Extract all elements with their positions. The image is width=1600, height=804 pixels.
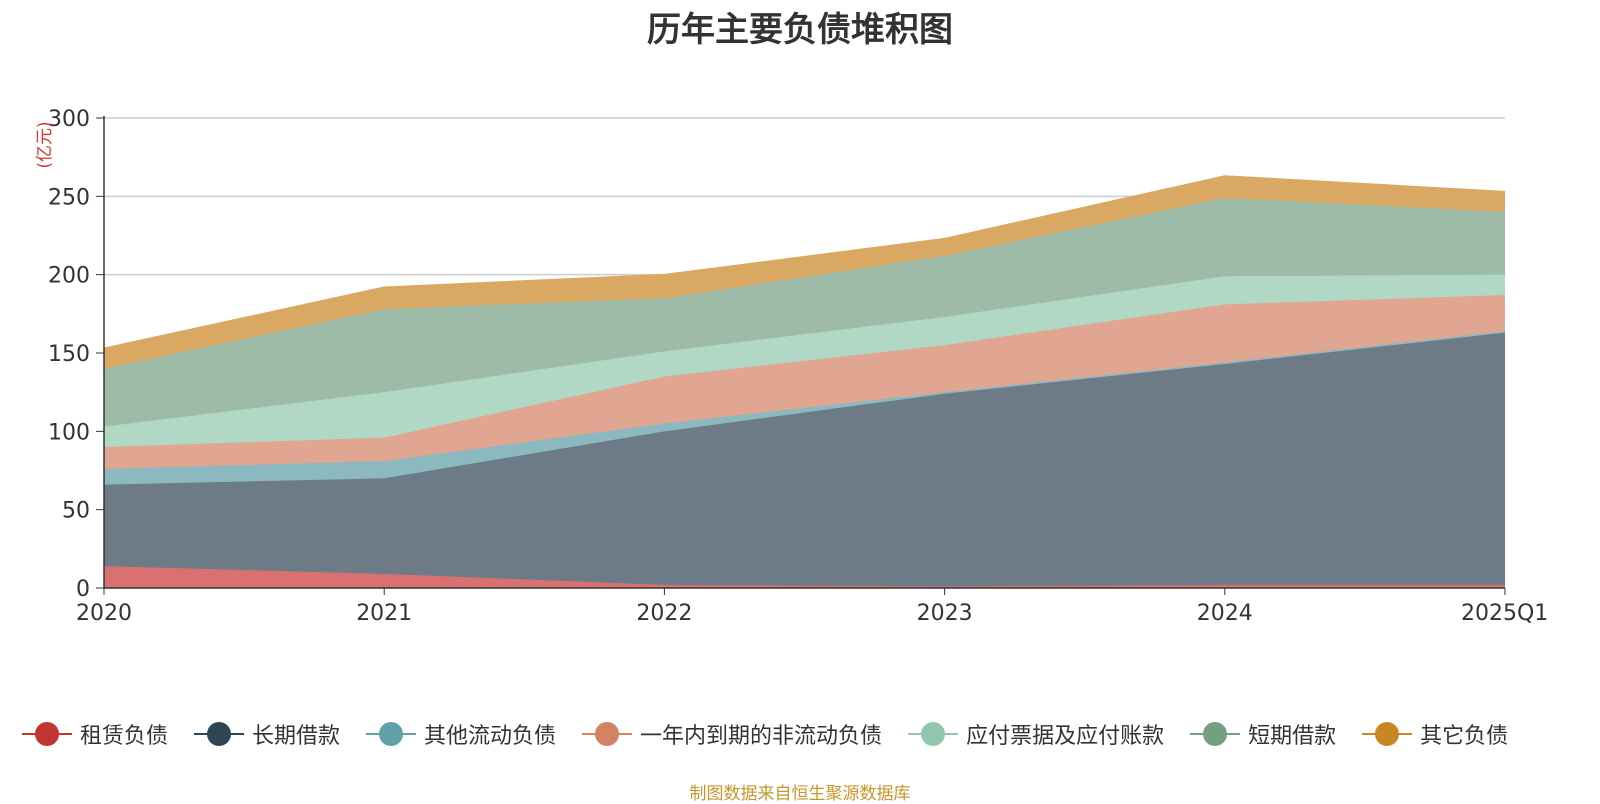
chart-title: 历年主要负债堆积图 <box>647 10 953 50</box>
y-tick-label: 300 <box>48 107 90 132</box>
area-series-6 <box>104 175 1505 369</box>
legend-item[interactable]: 其他流动负债 <box>366 718 556 750</box>
area-series-3 <box>104 295 1505 469</box>
legend-marker <box>908 721 959 747</box>
x-tick-label: 2022 <box>636 601 692 626</box>
legend-item[interactable]: 租赁负债 <box>22 718 168 750</box>
legend-marker <box>366 721 417 747</box>
x-tick-label: 2025Q1 <box>1461 601 1548 626</box>
legend-label: 一年内到期的非流动负债 <box>640 724 883 749</box>
area-series <box>103 175 1506 588</box>
tick-labels: 0 50 100 150 200 250 300 2020 2021 2022 2023 2024 20… <box>35 107 1548 626</box>
y-tick-label: 0 <box>76 577 90 602</box>
legend-label: 其它负债 <box>1420 724 1509 749</box>
legend-item[interactable]: 一年内到期的非流动负债 <box>582 718 882 750</box>
axes <box>96 116 1506 595</box>
x-tick-label: 2024 <box>1197 601 1253 626</box>
x-tick-label: 2023 <box>917 601 973 626</box>
unit-label: (亿元) <box>35 121 55 168</box>
legend-marker <box>194 721 245 747</box>
legend-label: 租赁负债 <box>80 724 169 749</box>
y-tick-label: 250 <box>48 185 90 210</box>
legend-item[interactable]: 应付票据及应付账款 <box>908 718 1164 750</box>
legend-label: 其他流动负债 <box>424 724 557 749</box>
y-tick-label: 200 <box>48 264 90 289</box>
area-series-1 <box>104 332 1505 587</box>
source-note: 制图数据来自恒生聚源数据库 <box>689 784 911 804</box>
area-series-0 <box>104 566 1505 588</box>
legend-item[interactable]: 其它负债 <box>1362 718 1508 750</box>
x-tick-label: 2021 <box>356 601 412 626</box>
legend-item[interactable]: 长期借款 <box>194 718 340 750</box>
area-edge-0 <box>103 565 1505 588</box>
legend-label: 长期借款 <box>252 724 341 749</box>
y-tick-label: 50 <box>62 499 90 524</box>
legend-marker <box>1190 721 1241 747</box>
x-tick-label: 2020 <box>76 601 132 626</box>
y-tick-label: 150 <box>48 342 90 367</box>
legend: 租赁负债 长期借款 其他流动负债 一年内到期的非流动负债 应付票据及应付账款 短期借款 其它… <box>22 718 1508 750</box>
area-edge-6 <box>103 175 1506 350</box>
legend-marker <box>582 721 633 747</box>
area-series-5 <box>104 197 1505 427</box>
legend-label: 应付票据及应付账款 <box>966 724 1165 749</box>
legend-marker <box>1362 721 1413 747</box>
y-tick-label: 100 <box>48 420 90 445</box>
legend-label: 短期借款 <box>1248 724 1337 749</box>
legend-marker <box>22 721 72 747</box>
legend-item[interactable]: 短期借款 <box>1190 718 1336 750</box>
